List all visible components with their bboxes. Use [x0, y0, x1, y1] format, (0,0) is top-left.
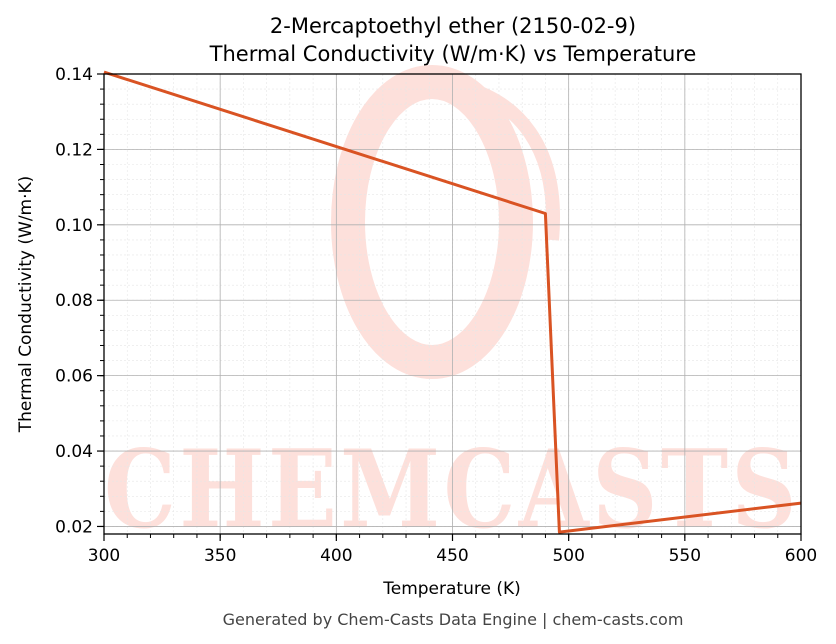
x-axis-label: Temperature (K): [382, 579, 521, 599]
x-tick-label: 300: [88, 546, 120, 566]
y-tick-label: 0.12: [55, 140, 93, 160]
series-line: [103, 70, 802, 534]
y-tick-label: 0.10: [55, 216, 93, 236]
x-tick-label: 550: [669, 546, 701, 566]
chart-title: 2-Mercaptoethyl ether (2150-02-9): [270, 14, 636, 38]
x-tick-label: 350: [204, 546, 236, 566]
series-layer: [103, 70, 802, 534]
footer-credit: Generated by Chem-Casts Data Engine | ch…: [223, 610, 684, 629]
y-tick-label: 0.06: [55, 367, 93, 387]
y-axis: 0.02 0.04 0.06 0.08 0.10 0.12 0.14: [55, 65, 104, 537]
y-tick-label: 0.08: [55, 291, 93, 311]
y-axis-label: Thermal Conductivity (W/m·K): [16, 176, 36, 434]
y-tick-label: 0.04: [55, 442, 93, 462]
y-tick-label: 0.14: [55, 65, 93, 85]
x-tick-label: 500: [552, 546, 584, 566]
chart-subtitle: Thermal Conductivity (W/m·K) vs Temperat…: [209, 42, 697, 66]
watermark-swirl-tail: [446, 77, 560, 241]
x-tick-label: 400: [320, 546, 352, 566]
x-axis: 300 350 400 450 500 550 600: [88, 534, 817, 566]
watermark-swirl: [331, 65, 533, 379]
watermark-text: CHEMCASTS: [104, 427, 800, 553]
watermark-logo: CHEMCASTS: [104, 65, 800, 553]
y-tick-label: 0.02: [55, 517, 93, 537]
x-tick-label: 450: [436, 546, 468, 566]
x-tick-label: 600: [785, 546, 817, 566]
